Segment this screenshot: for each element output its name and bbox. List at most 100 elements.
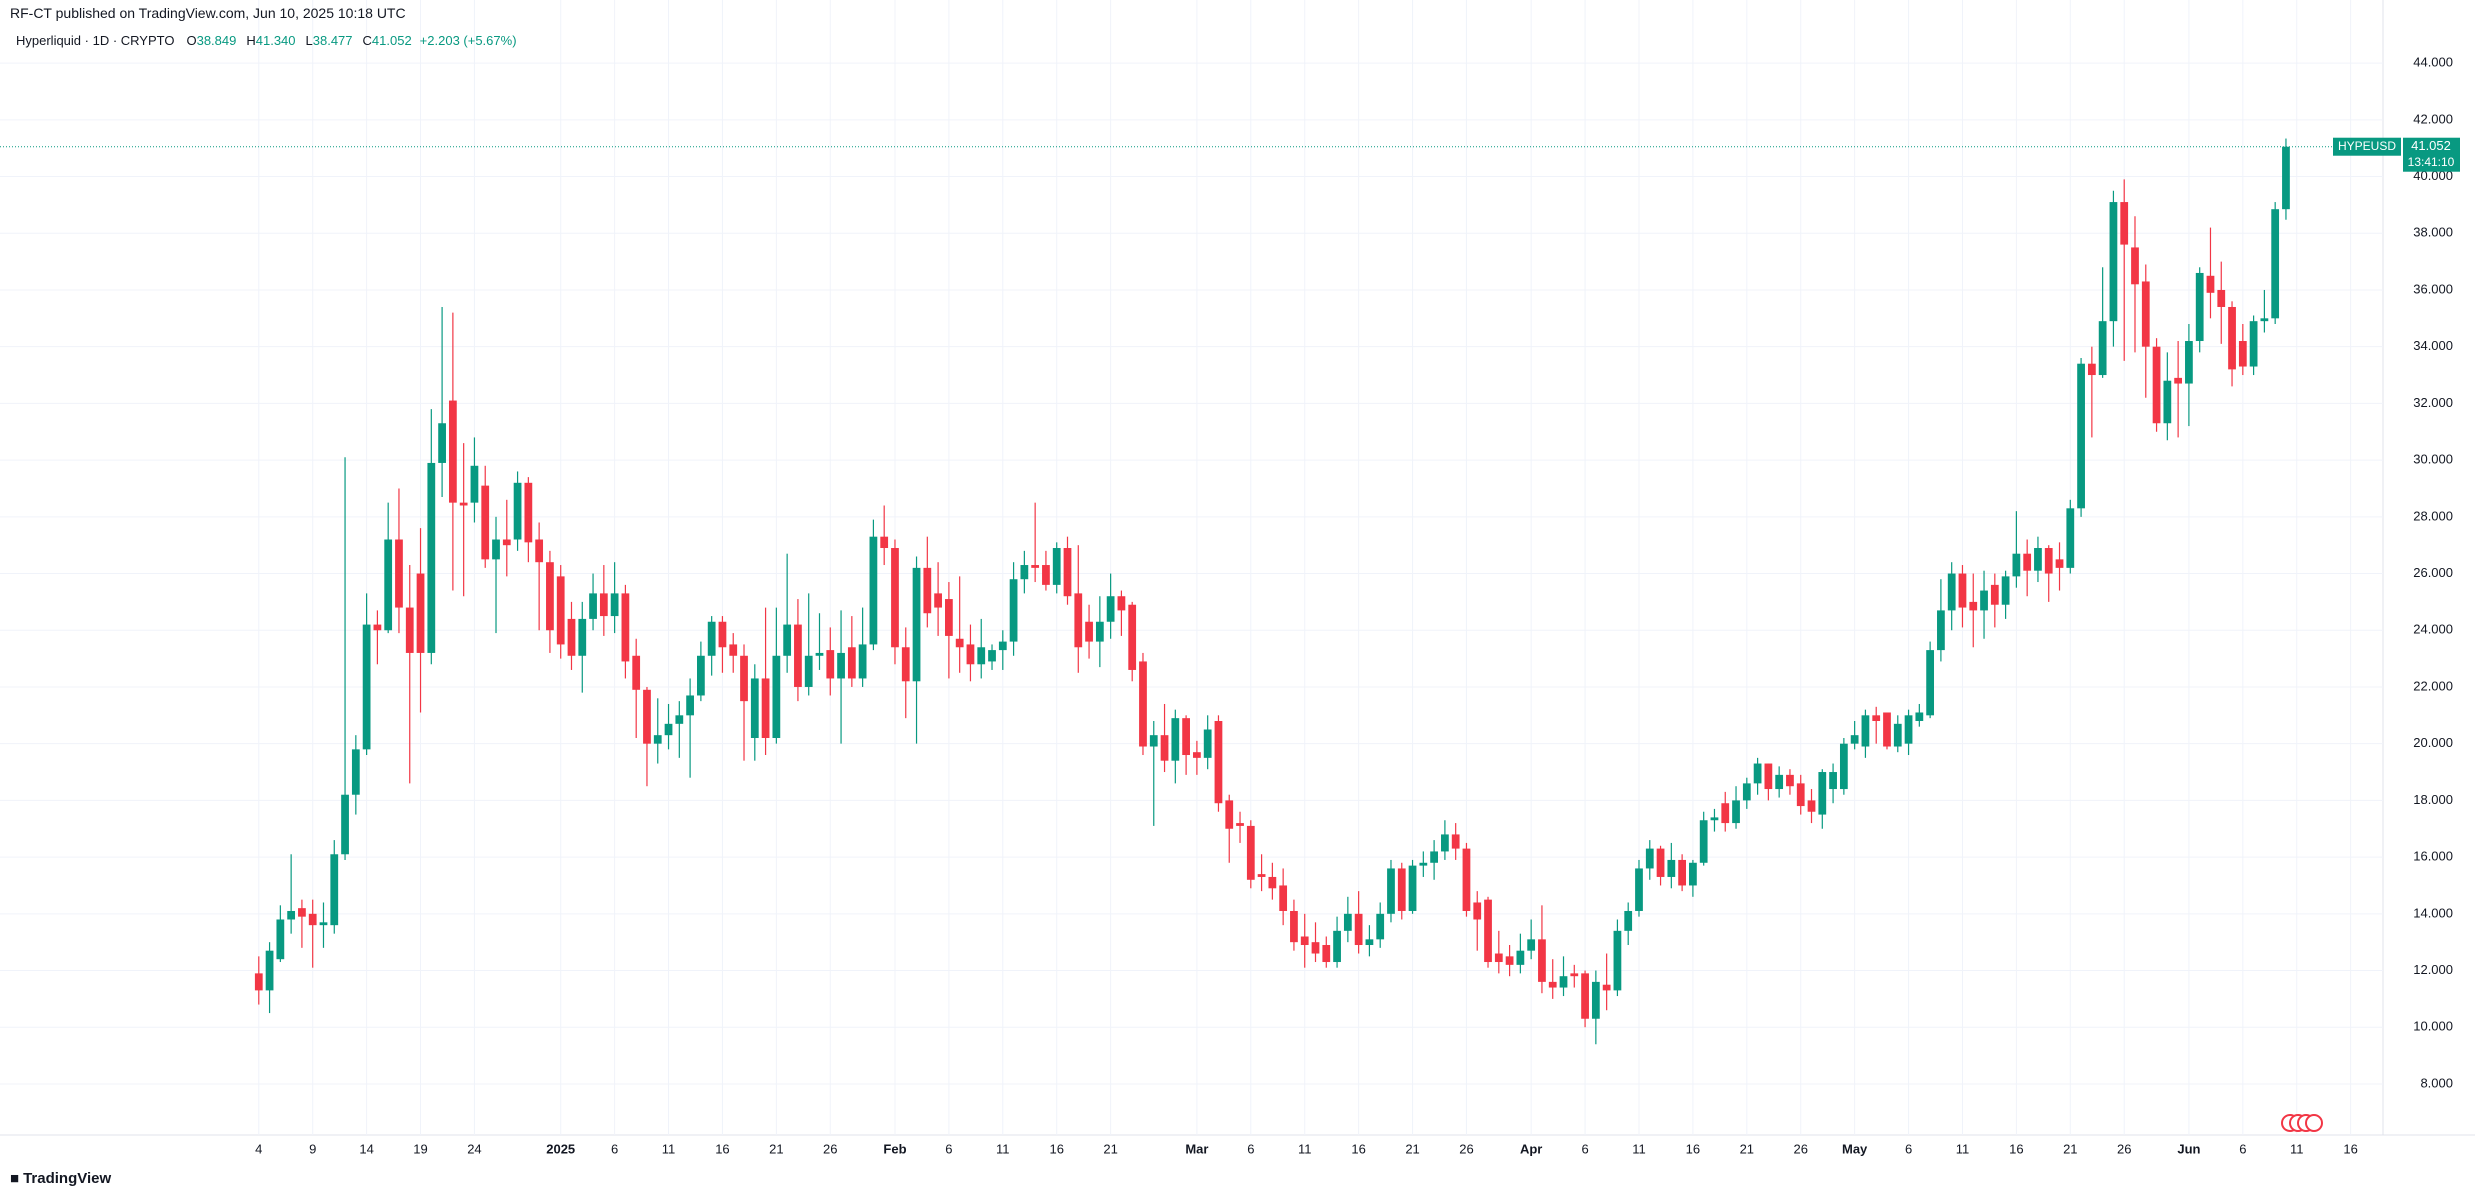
event-marker — [2305, 1114, 2323, 1132]
candle-body — [2249, 321, 2258, 367]
y-tick-label: 34.000 — [2413, 338, 2453, 353]
candle-body — [1095, 621, 1104, 642]
y-tick-label: 14.000 — [2413, 905, 2453, 920]
candle-body — [761, 678, 770, 739]
candle-body — [2195, 272, 2204, 342]
x-tick-label: 4 — [255, 1141, 262, 1156]
candle-body — [2055, 559, 2064, 568]
candle-body — [276, 919, 285, 960]
y-tick-label: 40.000 — [2413, 168, 2453, 183]
candle-body — [1106, 596, 1115, 622]
candle-body — [794, 624, 802, 687]
x-tick-label: 16 — [1351, 1141, 1365, 1156]
legend-change: +2.203 (+5.67%) — [419, 33, 517, 48]
candle-body — [1203, 729, 1212, 758]
x-tick-label: 16 — [2009, 1141, 2023, 1156]
candle-body — [1548, 981, 1557, 988]
candle-body — [1883, 712, 1891, 747]
candle-body — [934, 593, 942, 608]
x-tick-label: 11 — [1298, 1141, 1312, 1156]
candle-body — [2098, 321, 2107, 376]
x-tick-label: 6 — [1247, 1141, 1254, 1156]
x-tick-label: 11 — [1956, 1141, 1970, 1156]
price-tag — [2403, 137, 2460, 172]
candle-body — [804, 655, 813, 687]
candle-body — [966, 644, 975, 665]
candle-body — [1570, 973, 1579, 977]
footer-logo[interactable]: ■ TradingView — [10, 1170, 111, 1187]
candle-body — [2282, 146, 2290, 210]
x-tick-label: 26 — [2117, 1141, 2131, 1156]
candle-body — [1354, 913, 1363, 946]
candle-body — [1829, 772, 1837, 790]
candle-body — [675, 715, 684, 724]
candle-body — [912, 567, 921, 682]
candle-body — [772, 655, 781, 739]
candle-body — [1667, 859, 1676, 877]
candle-body — [1850, 735, 1859, 744]
y-tick-label: 30.000 — [2413, 452, 2453, 467]
candle-body — [1193, 752, 1201, 758]
candle-body — [1926, 650, 1935, 716]
candle-body — [492, 539, 500, 560]
y-tick-label: 16.000 — [2413, 849, 2453, 864]
candle-body — [1635, 868, 1643, 911]
candle-body — [1343, 913, 1352, 931]
y-tick-label: 32.000 — [2413, 395, 2453, 410]
candle-body — [1300, 936, 1309, 946]
candle-body — [1559, 976, 1568, 988]
x-tick-label: 6 — [1905, 1141, 1912, 1156]
y-tick-label: 12.000 — [2413, 962, 2453, 977]
countdown-text: 13:41:10 — [2408, 155, 2455, 169]
candle-body — [632, 655, 641, 690]
candle-body — [1505, 956, 1514, 965]
candle-body — [653, 735, 662, 744]
candle-body — [2206, 275, 2215, 293]
x-tick-label: 6 — [945, 1141, 952, 1156]
candle-body — [308, 913, 317, 926]
candle-body — [1624, 910, 1633, 931]
candle-body — [1149, 735, 1158, 747]
candle-body — [1969, 601, 1978, 611]
x-tick-label: 14 — [359, 1141, 373, 1156]
candle-body — [427, 462, 436, 653]
candle-body — [697, 655, 705, 696]
candle-body — [1786, 774, 1794, 787]
y-tick-label: 42.000 — [2413, 111, 2453, 126]
candle-body — [1311, 942, 1320, 954]
candle-body — [287, 910, 296, 920]
candle-body — [481, 485, 490, 560]
candle-body — [1645, 848, 1654, 869]
candle-body — [837, 652, 845, 679]
x-tick-label: 21 — [2063, 1141, 2077, 1156]
candle-body — [513, 482, 522, 540]
candle-body — [1602, 984, 1611, 991]
y-tick-label: 38.000 — [2413, 225, 2453, 240]
candle-body — [1020, 565, 1029, 580]
candle-body — [2228, 306, 2236, 370]
x-tick-label: 21 — [1103, 1141, 1117, 1156]
legend-key: C — [362, 33, 372, 48]
candle-body — [1236, 823, 1244, 826]
x-tick-label: 26 — [1459, 1141, 1473, 1156]
candle-body — [2044, 548, 2053, 574]
candle-body — [1775, 774, 1784, 790]
symbol[interactable]: Hyperliquid · 1D · CRYPTO — [16, 33, 175, 48]
candle-body — [1473, 902, 1482, 920]
price-tag-text: 41.052 — [2411, 138, 2451, 153]
candle-body — [351, 749, 360, 795]
legend-key: O — [186, 33, 197, 48]
legend-value: 38.849 — [196, 33, 237, 48]
candle-body — [1128, 604, 1137, 670]
candle-body — [1591, 981, 1600, 1019]
x-tick-label: 16 — [715, 1141, 729, 1156]
candle-body — [1753, 763, 1762, 784]
x-tick-label: 9 — [309, 1141, 316, 1156]
candle-body — [2163, 380, 2172, 424]
x-tick-label: 11 — [1632, 1141, 1646, 1156]
candle-body — [1861, 715, 1870, 747]
candle-body — [1699, 820, 1708, 863]
candle-body — [384, 539, 393, 631]
candle-body — [2001, 576, 2010, 605]
